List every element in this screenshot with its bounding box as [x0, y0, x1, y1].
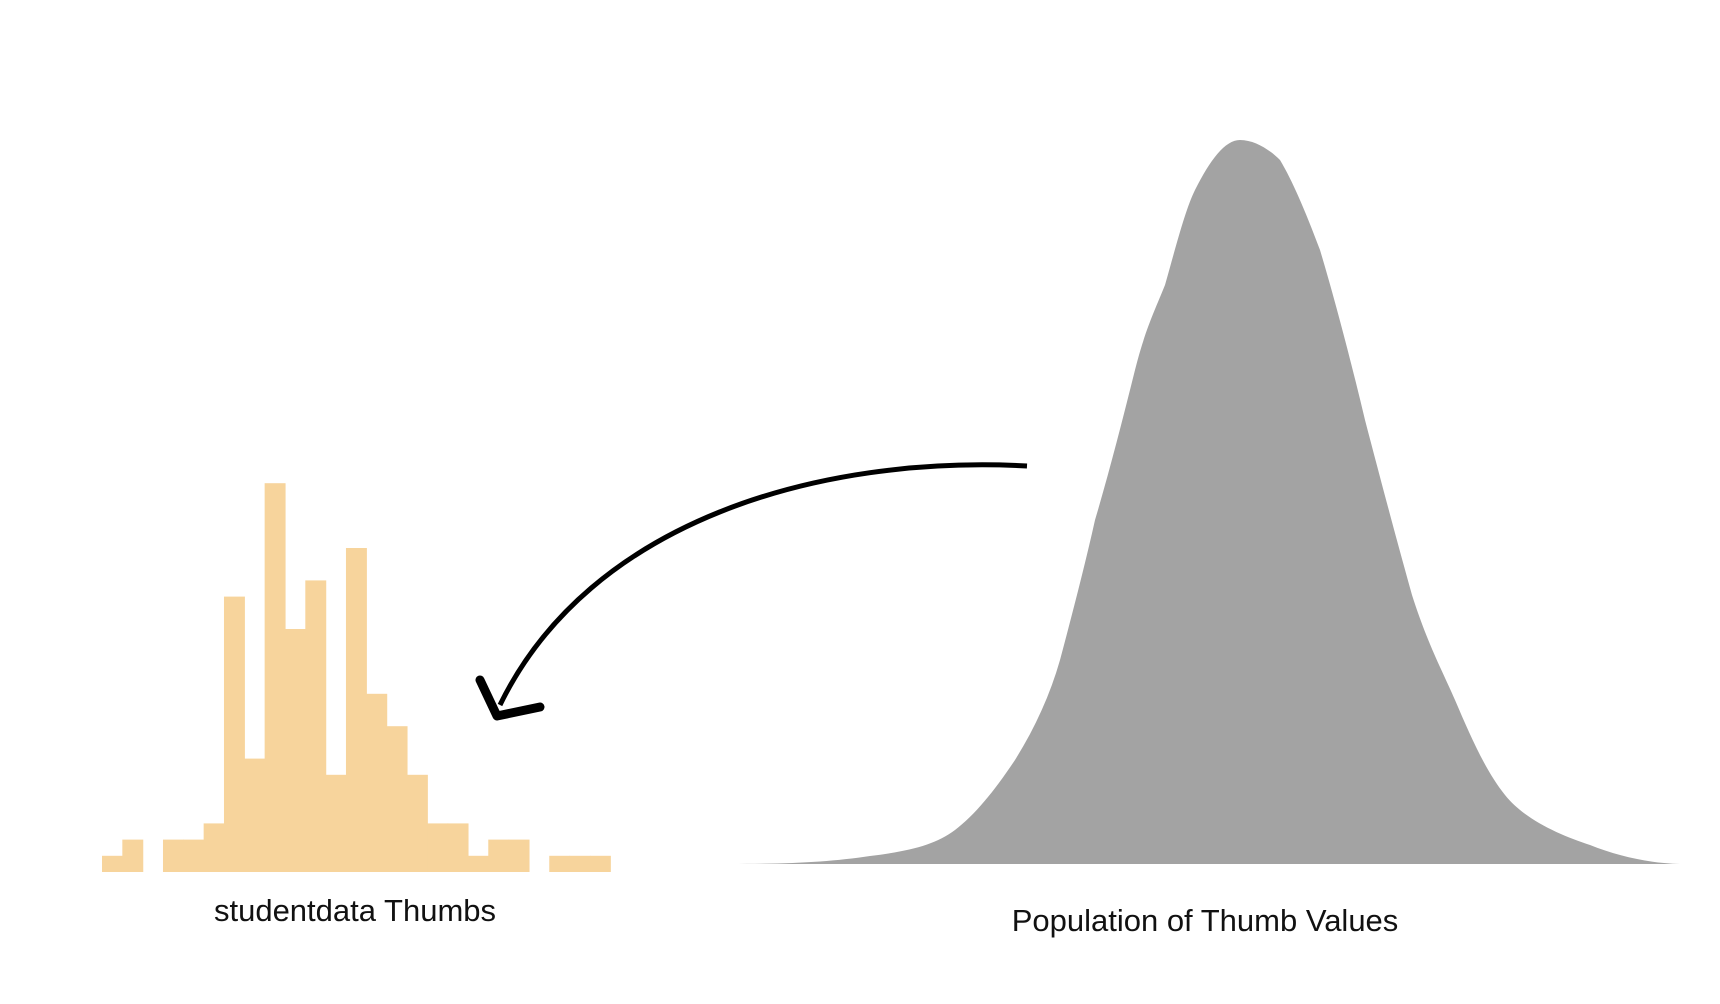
histogram-bar [569, 855, 591, 872]
sample-histogram-label: studentdata Thumbs [213, 893, 497, 928]
sampling-arrow [475, 462, 1028, 721]
histogram-bar [244, 758, 266, 872]
histogram-bar [305, 580, 327, 872]
population-density-curve [730, 140, 1680, 864]
histogram-bar [589, 855, 611, 872]
histogram-bar [284, 629, 306, 872]
histogram-bar [223, 596, 245, 872]
histogram-bar [549, 855, 571, 872]
histogram-bar [467, 855, 489, 872]
sampling-arrow-head [475, 675, 545, 721]
histogram-bar [447, 823, 469, 872]
histogram-bar [264, 483, 286, 872]
sampling-arrow-shaft [497, 462, 1028, 707]
histogram-bar [183, 839, 205, 872]
histogram-bar [366, 693, 388, 872]
population-curve-label: Population of Thumb Values [1011, 903, 1399, 938]
histogram-bar [508, 839, 530, 872]
histogram-bar [427, 823, 449, 872]
histogram-bar [203, 823, 225, 872]
histogram-bar [488, 839, 510, 872]
histogram-bar [386, 726, 408, 872]
sample-histogram [102, 483, 611, 872]
histogram-bar [102, 855, 123, 872]
histogram-bar [406, 774, 428, 872]
histogram-bar [345, 548, 367, 872]
histogram-bar [162, 839, 184, 872]
histogram-bar [325, 774, 347, 872]
histogram-bar [122, 839, 144, 872]
